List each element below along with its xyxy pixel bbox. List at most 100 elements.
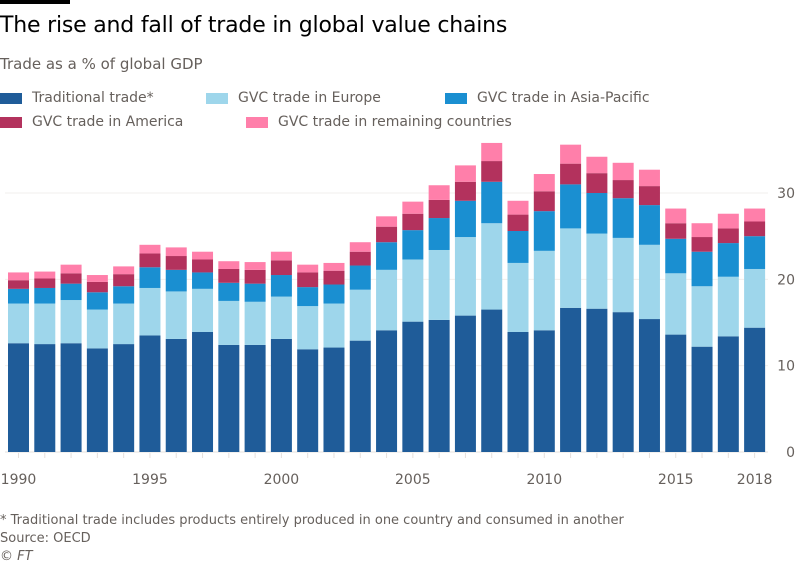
bar-segment-gvc-trade-in-america-1994 [113, 274, 135, 287]
bar-stack-1990 [8, 272, 29, 452]
bar-stack-2007 [454, 165, 476, 452]
bar-segment-gvc-trade-in-europe-2010 [533, 250, 555, 331]
bar-segment-gvc-trade-in-remaining-countries-1996 [165, 247, 187, 257]
x-tick-label: 2018 [737, 472, 773, 488]
legend-item-gvc-europe: GVC trade in Europe [206, 90, 381, 106]
bar-stack-1999 [244, 262, 266, 452]
x-axis: 1990 1995 2000 2005 2010 2015 2018 [1, 453, 773, 488]
bar-segment-gvc-trade-in-europe-2003 [349, 289, 371, 341]
bar-segment-gvc-trade-in-asia-pacific-1990 [8, 288, 29, 304]
bar-segment-gvc-trade-in-remaining-countries-1992 [60, 264, 82, 274]
bar-segment-traditional-trade-2004 [376, 330, 398, 452]
bar-segment-gvc-trade-in-europe-1997 [192, 288, 214, 333]
bar-stack-1994 [113, 266, 135, 452]
bar-segment-gvc-trade-in-remaining-countries-1997 [192, 251, 214, 260]
bar-stack-2004 [376, 216, 398, 452]
bar-segment-gvc-trade-in-asia-pacific-1998 [218, 282, 240, 301]
bar-segment-traditional-trade-2001 [297, 349, 319, 452]
bar-segment-gvc-trade-in-america-2005 [402, 213, 424, 231]
bar-segment-gvc-trade-in-asia-pacific-2000 [270, 275, 292, 297]
bar-segment-gvc-trade-in-asia-pacific-2012 [586, 193, 608, 234]
bar-segment-gvc-trade-in-america-1990 [8, 280, 29, 289]
bar-segment-gvc-trade-in-america-2010 [533, 191, 555, 212]
bar-stack-2013 [612, 162, 634, 452]
bar-segment-gvc-trade-in-remaining-countries-2002 [323, 262, 345, 271]
bar-segment-gvc-trade-in-asia-pacific-2003 [349, 265, 371, 290]
bar-stack-1998 [218, 261, 240, 452]
bar-segment-gvc-trade-in-america-2018 [744, 221, 766, 237]
x-tick-label: 1995 [132, 472, 168, 488]
bar-segment-gvc-trade-in-europe-1998 [218, 300, 240, 345]
bar-segment-gvc-trade-in-remaining-countries-1990 [8, 272, 29, 281]
bar-segment-gvc-trade-in-remaining-countries-1999 [244, 262, 266, 270]
bar-segment-gvc-trade-in-europe-2007 [454, 237, 476, 316]
bar-segment-gvc-trade-in-america-1991 [34, 278, 56, 288]
bar-segment-gvc-trade-in-asia-pacific-2001 [297, 287, 319, 307]
bar-segment-gvc-trade-in-asia-pacific-2009 [507, 230, 529, 263]
bar-stack-2005 [402, 201, 424, 452]
bar-segment-traditional-trade-1999 [244, 344, 266, 452]
bar-segment-gvc-trade-in-america-2015 [665, 223, 687, 239]
bar-segment-traditional-trade-2009 [507, 332, 529, 452]
bar-segment-gvc-trade-in-asia-pacific-1995 [139, 267, 161, 288]
bar-segment-gvc-trade-in-america-1999 [244, 269, 266, 284]
bar-segment-gvc-trade-in-europe-1992 [60, 300, 82, 344]
y-tick-label: 0 [786, 445, 795, 461]
y-axis: 0 10 20 30 [777, 186, 795, 461]
bar-segment-traditional-trade-1993 [86, 348, 108, 452]
bar-stack-1991 [34, 271, 56, 452]
bar-segment-traditional-trade-2007 [454, 315, 476, 452]
ft-brand-bar [0, 0, 70, 4]
bar-segment-gvc-trade-in-america-2011 [560, 163, 582, 185]
bar-segment-gvc-trade-in-europe-1994 [113, 303, 135, 345]
bar-segment-gvc-trade-in-europe-1999 [244, 301, 266, 345]
bar-segment-gvc-trade-in-remaining-countries-2013 [612, 162, 634, 181]
bar-segment-gvc-trade-in-europe-2000 [270, 296, 292, 339]
bar-segment-gvc-trade-in-europe-2018 [744, 268, 766, 328]
bar-segment-traditional-trade-2014 [638, 319, 660, 452]
y-tick-label: 10 [777, 359, 795, 375]
bar-segment-gvc-trade-in-europe-2017 [717, 276, 739, 337]
bar-segment-gvc-trade-in-asia-pacific-1991 [34, 287, 56, 304]
bar-segment-gvc-trade-in-asia-pacific-2017 [717, 243, 739, 277]
bar-segment-gvc-trade-in-asia-pacific-2007 [454, 200, 476, 238]
chart-subtitle: Trade as a % of global GDP [0, 55, 203, 73]
bar-segment-gvc-trade-in-europe-1991 [34, 303, 56, 345]
bar-segment-gvc-trade-in-remaining-countries-2014 [638, 169, 660, 187]
bar-segment-gvc-trade-in-remaining-countries-1994 [113, 266, 135, 275]
bar-segment-gvc-trade-in-remaining-countries-2015 [665, 208, 687, 224]
legend-label: Traditional trade* [32, 90, 154, 106]
bar-segment-gvc-trade-in-america-1995 [139, 253, 161, 268]
bar-stack-2011 [560, 144, 582, 452]
bar-segment-traditional-trade-1995 [139, 335, 161, 452]
bar-segment-traditional-trade-2002 [323, 347, 345, 452]
x-tick-label: 2010 [526, 472, 562, 488]
bar-stack-2009 [507, 200, 529, 452]
bar-segment-traditional-trade-2000 [270, 338, 292, 452]
x-tick-label: 2015 [658, 472, 694, 488]
bar-segment-gvc-trade-in-america-1993 [86, 281, 108, 293]
bar-segment-gvc-trade-in-remaining-countries-1998 [218, 261, 240, 269]
bar-segment-gvc-trade-in-europe-2016 [691, 286, 713, 347]
bar-segment-gvc-trade-in-remaining-countries-1995 [139, 244, 161, 254]
bar-segment-gvc-trade-in-america-2013 [612, 180, 634, 199]
bar-segment-traditional-trade-1992 [60, 343, 82, 452]
bar-segment-gvc-trade-in-europe-2005 [402, 259, 424, 322]
bar-stack-1996 [165, 247, 187, 452]
x-tick-label: 2000 [264, 472, 300, 488]
x-tick-label: 2005 [395, 472, 431, 488]
bar-segment-gvc-trade-in-europe-1993 [86, 309, 108, 349]
bar-segment-gvc-trade-in-remaining-countries-2007 [454, 165, 476, 182]
bar-segment-gvc-trade-in-europe-2006 [428, 249, 450, 320]
bar-segment-gvc-trade-in-remaining-countries-2005 [402, 201, 424, 214]
bar-segment-gvc-trade-in-america-2007 [454, 181, 476, 201]
y-tick-label: 20 [777, 272, 795, 288]
bar-segment-traditional-trade-1990 [8, 343, 29, 452]
legend-swatch-gvc-remaining [246, 116, 268, 128]
bar-segment-traditional-trade-2013 [612, 312, 634, 452]
bar-segment-gvc-trade-in-america-1997 [192, 259, 214, 273]
bar-segment-gvc-trade-in-asia-pacific-2013 [612, 198, 634, 238]
legend-label: GVC trade in Asia-Pacific [477, 90, 650, 106]
bar-segment-gvc-trade-in-asia-pacific-2004 [376, 242, 398, 270]
